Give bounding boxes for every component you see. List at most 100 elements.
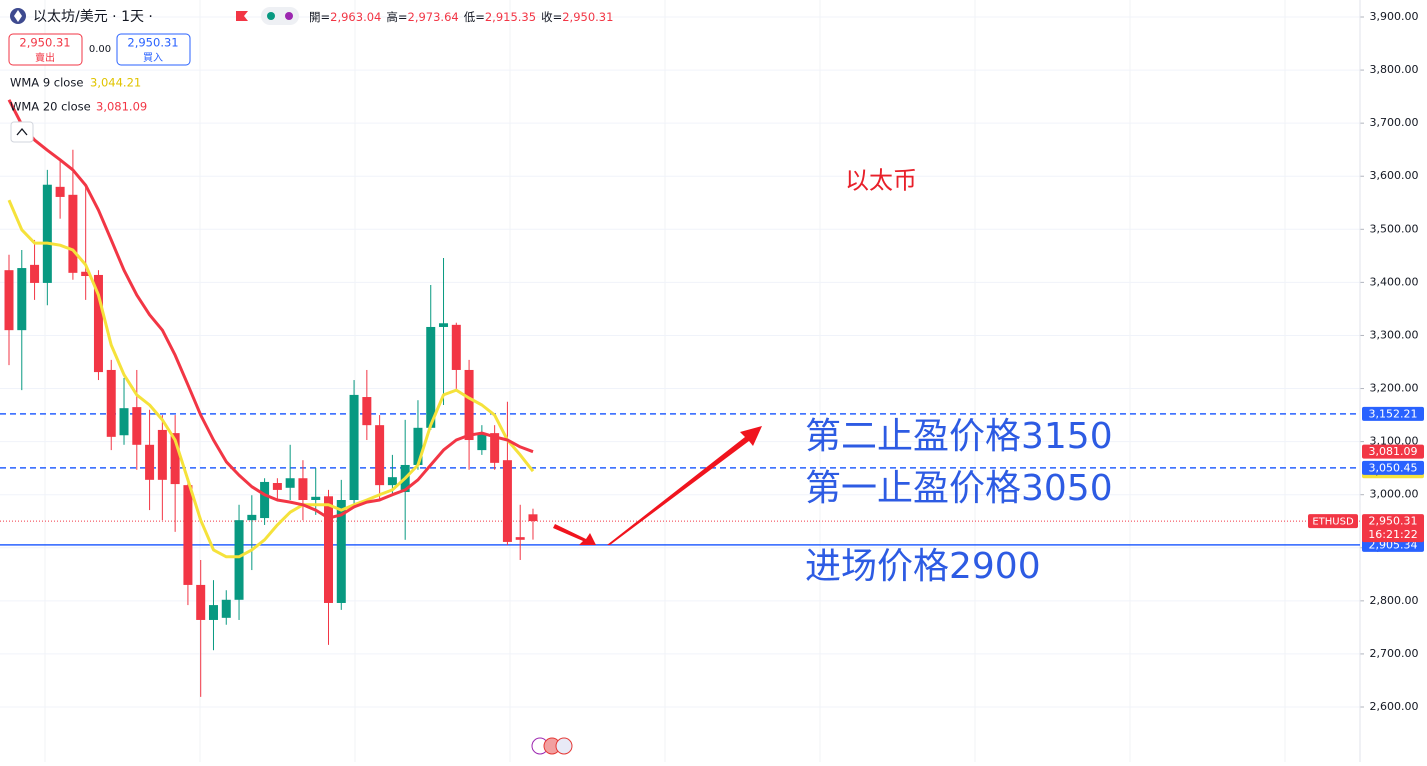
legend-name: WMA 20 close xyxy=(10,100,91,114)
candle-body xyxy=(260,481,270,519)
y-tick-label: 3,400.00 xyxy=(1370,275,1419,288)
y-tick-label: 3,500.00 xyxy=(1370,222,1419,235)
ohlc-value: 2,963.04 xyxy=(330,10,381,24)
candle-body xyxy=(93,274,103,373)
plot xyxy=(0,99,1360,697)
candle-body xyxy=(311,496,321,500)
candle-body xyxy=(81,271,91,277)
level-tag xyxy=(1362,460,1424,475)
countdown-text: 16:21:22 xyxy=(1368,528,1417,541)
arrows xyxy=(553,426,762,545)
y-tick-label: 3,600.00 xyxy=(1370,169,1419,182)
candle-body xyxy=(515,537,525,540)
buy-label: 買入 xyxy=(143,52,163,64)
price-tags: 3,044.213,081.093,152.213,050.452,905.34… xyxy=(1308,406,1424,552)
candle-body xyxy=(413,427,423,465)
ohlc-label: 高= xyxy=(386,10,407,24)
last-price-tag-text: 2,950.31 xyxy=(1369,515,1418,528)
sell-button[interactable] xyxy=(8,33,83,66)
candle-body xyxy=(502,460,512,542)
y-tick-label: 3,700.00 xyxy=(1370,116,1419,129)
symbol-tag xyxy=(1308,514,1358,529)
annotation: 第二止盈价格3150 xyxy=(805,416,1113,457)
legend-name: WMA 9 close xyxy=(10,76,83,90)
ohlc-value: 2,973.64 xyxy=(408,10,459,24)
symbol-tag-text: ETHUSD xyxy=(1312,517,1354,528)
candle-body xyxy=(42,184,52,283)
candle-body xyxy=(439,323,449,327)
legend-value: 3,044.21 xyxy=(90,76,141,90)
annotation: 以太币 xyxy=(845,168,917,195)
candle-body xyxy=(106,369,116,437)
candle-body xyxy=(234,520,244,600)
status-icon xyxy=(285,12,293,20)
status-pill[interactable] xyxy=(261,7,299,25)
status-dot xyxy=(267,12,275,20)
candle-body xyxy=(298,478,308,500)
annotation: 进场价格2900 xyxy=(805,546,1041,587)
series-price-tag xyxy=(1362,444,1424,459)
candle-body xyxy=(247,514,257,521)
level-tag xyxy=(1362,406,1424,421)
candle-body xyxy=(30,264,40,283)
level-tag-text: 3,152.21 xyxy=(1369,407,1418,420)
last-price-tag xyxy=(1362,514,1424,543)
flag-icon[interactable] xyxy=(236,11,248,21)
y-tick-label: 2,600.00 xyxy=(1370,700,1419,713)
bottom-icons xyxy=(531,737,573,755)
y-tick-label: 3,800.00 xyxy=(1370,63,1419,76)
candle-body xyxy=(132,407,142,445)
candle-body xyxy=(349,394,359,500)
sell-label: 賣出 xyxy=(35,51,55,64)
arrow-small xyxy=(553,524,596,545)
candle-body xyxy=(324,496,333,603)
ohlc-label: 低= xyxy=(464,10,485,24)
legend-value: 3,081.09 xyxy=(96,100,147,114)
candle-body xyxy=(208,605,218,620)
symbol-title[interactable]: 以太坊/美元 · 1天 · xyxy=(33,9,153,25)
wma-line xyxy=(7,199,535,559)
sell-price: 2,950.31 xyxy=(19,36,70,50)
candle-body xyxy=(55,186,65,197)
annotation: 第一止盈价格3050 xyxy=(805,468,1113,509)
ohlc-label: 開= xyxy=(309,10,330,24)
candle-body xyxy=(477,433,487,451)
candle-body xyxy=(426,326,436,428)
candle-body xyxy=(17,268,27,331)
candle-body xyxy=(170,433,180,485)
y-tick-label: 3,200.00 xyxy=(1370,382,1419,395)
candle-body xyxy=(221,599,231,618)
candle-body xyxy=(196,584,206,620)
buy-button[interactable] xyxy=(116,33,191,66)
candle-body xyxy=(285,478,295,488)
candle-body xyxy=(336,500,346,603)
candle-body xyxy=(157,429,167,480)
ohlc-value: 2,950.31 xyxy=(562,10,613,24)
collapse-icon xyxy=(16,127,28,136)
candle-body xyxy=(362,397,372,426)
y-tick-label: 3,000.00 xyxy=(1370,488,1419,501)
ohlc-label: 收= xyxy=(541,10,562,24)
candle-body xyxy=(528,514,538,522)
collapse-button[interactable] xyxy=(10,121,34,143)
candle-body xyxy=(145,444,155,480)
candle-body xyxy=(183,485,193,585)
legend: WMA 9 close 3,044.21 WMA 20 close 3,081.09 xyxy=(10,76,147,114)
candle-body xyxy=(387,477,397,486)
y-tick-label: 2,800.00 xyxy=(1370,594,1419,607)
candle-body xyxy=(490,433,500,463)
candle-body xyxy=(272,483,282,490)
candle-body xyxy=(451,324,461,370)
candle-body xyxy=(464,369,474,441)
y-tick-label: 2,700.00 xyxy=(1370,647,1419,660)
y-tick-label: 3,900.00 xyxy=(1370,10,1419,23)
candle-body xyxy=(375,425,385,486)
spread: 0.00 xyxy=(89,44,111,55)
candle-body xyxy=(4,270,14,331)
eth-icon-glyph xyxy=(14,10,22,22)
arrow-large xyxy=(607,426,762,545)
event-icon[interactable] xyxy=(555,737,573,755)
